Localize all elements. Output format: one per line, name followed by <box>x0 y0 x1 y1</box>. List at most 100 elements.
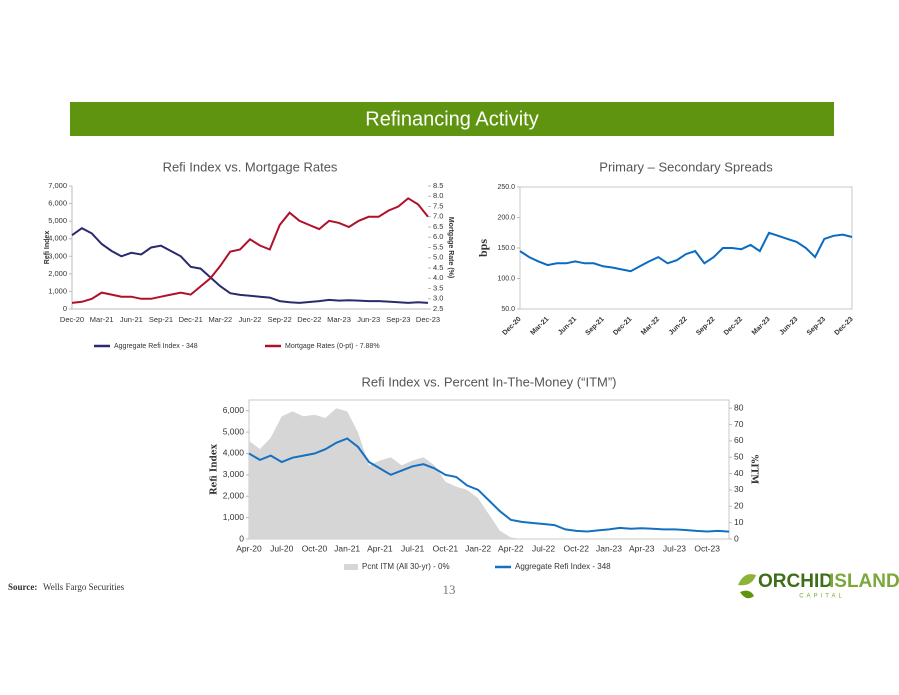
tick-label: 3.5 <box>433 283 443 292</box>
tick-label: 100.0 <box>497 275 515 282</box>
tick-label: 7.5 <box>433 201 443 210</box>
x-tick-label: Mar-21 <box>90 315 114 324</box>
tick-label: 0 <box>734 533 739 543</box>
y-axis-label: Refi Index <box>210 443 220 495</box>
x-tick-label: Dec-22 <box>297 315 321 324</box>
x-tick-label: Mar-23 <box>327 315 351 324</box>
chart-title: Primary – Secondary Spreads <box>599 159 773 174</box>
x-tick-label: Jun-22 <box>668 316 689 337</box>
x-tick-label: Dec-23 <box>416 315 440 324</box>
x-tick-label: Sep-21 <box>149 315 173 324</box>
header-bar <box>70 102 834 136</box>
tick-label: 1,000 <box>48 286 67 295</box>
page-number: 13 <box>443 582 456 597</box>
tick-label: 4.0 <box>433 273 443 282</box>
tick-label: 50.0 <box>501 306 515 313</box>
logo: ORCHID ISLAND CAPITAL <box>738 571 899 600</box>
y2-axis-label: %ITM <box>749 455 759 484</box>
chart-title: Refi Index vs. Percent In-The-Money (“IT… <box>361 374 616 389</box>
logo-text: ORCHID <box>758 571 833 592</box>
tick-label: 6,000 <box>223 405 245 415</box>
line <box>71 197 429 304</box>
logo-text: ISLAND <box>829 571 899 592</box>
x-tick-label: Sep-22 <box>268 315 292 324</box>
x-tick-label: Oct-20 <box>302 543 328 553</box>
tick-label: 6.0 <box>433 232 443 241</box>
tick-label: 150.0 <box>497 245 515 252</box>
legend-label: Pcnt ITM (All 30-yr) - 0% <box>362 562 450 571</box>
x-tick-label: Apr-20 <box>236 543 262 553</box>
legend-label: Mortgage Rates (0-pt) - 7.88% <box>285 343 380 350</box>
x-tick-label: Mar-22 <box>640 316 661 337</box>
x-tick-label: Jun-21 <box>557 316 578 337</box>
x-tick-label: Oct-21 <box>433 543 459 553</box>
x-tick-label: Oct-23 <box>694 543 720 553</box>
x-tick-label: Dec-20 <box>60 315 84 324</box>
chart: Primary – Secondary Spreads 50.0 100.0 150.… <box>476 159 855 337</box>
chart-title: Refi Index vs. Mortgage Rates <box>163 159 338 174</box>
tick-label: 20 <box>734 501 744 511</box>
x-tick-label: Dec-20 <box>502 316 523 337</box>
x-tick-label: Sep-23 <box>806 316 827 337</box>
tick-label: 7.0 <box>433 212 443 221</box>
x-tick-label: Dec-23 <box>834 316 855 337</box>
x-tick-label: Jul-20 <box>270 543 293 553</box>
x-tick-label: Jun-22 <box>239 315 262 324</box>
tick-label: 4,000 <box>48 234 67 243</box>
tick-label: 2,000 <box>48 269 67 278</box>
x-tick-label: Apr-22 <box>498 543 524 553</box>
tick-label: 2,000 <box>223 490 245 500</box>
tick-label: 3.0 <box>433 294 443 303</box>
tick-label: 60 <box>734 435 744 445</box>
logo-leaf <box>740 590 754 599</box>
tick-label: 1,000 <box>223 512 245 522</box>
x-tick-label: Jul-23 <box>663 543 686 553</box>
x-tick-label: Dec-21 <box>179 315 203 324</box>
line <box>248 437 730 533</box>
x-tick-label: Jan-21 <box>334 543 360 553</box>
tick-label: 6,000 <box>48 199 67 208</box>
legend-label: Aggregate Refi Index - 348 <box>114 343 198 350</box>
tick-label: 250.0 <box>497 184 515 191</box>
x-tick-label: Mar-22 <box>208 315 232 324</box>
x-tick-label: Oct-22 <box>564 543 590 553</box>
tick-label: 4.5 <box>433 263 443 272</box>
header-title: Refinancing Activity <box>365 108 538 130</box>
tick-label: 30 <box>734 484 744 494</box>
x-tick-label: Dec-21 <box>612 316 633 337</box>
tick-label: 5.5 <box>433 242 443 251</box>
x-tick-label: Sep-23 <box>386 315 410 324</box>
source-label: Source: <box>8 582 37 592</box>
x-tick-label: Jun-23 <box>357 315 380 324</box>
legend-swatch <box>344 564 358 570</box>
x-tick-label: Mar-23 <box>751 316 772 337</box>
tick-label: 0 <box>63 304 67 313</box>
x-tick-label: Mar-21 <box>529 316 550 337</box>
tick-label: 50 <box>734 451 744 461</box>
logo-subtext: CAPITAL <box>799 594 845 600</box>
tick-label: 7,000 <box>48 181 67 190</box>
x-tick-label: Jul-21 <box>401 543 424 553</box>
tick-label: 40 <box>734 468 744 478</box>
line <box>71 227 429 304</box>
x-tick-label: Apr-23 <box>629 543 655 553</box>
x-tick-label: Jul-22 <box>532 543 555 553</box>
tick-label: 6.5 <box>433 222 443 231</box>
tick-label: 3,000 <box>48 251 67 260</box>
line <box>519 231 853 273</box>
tick-label: 80 <box>734 402 744 412</box>
tick-label: 4,000 <box>223 448 245 458</box>
y2-axis-label: Mortgage Rate (%) <box>447 217 454 278</box>
x-tick-label: Jan-23 <box>596 543 622 553</box>
tick-label: 5,000 <box>223 426 245 436</box>
tick-label: 5.0 <box>433 253 443 262</box>
x-tick-label: Apr-21 <box>367 543 393 553</box>
x-tick-label: Sep-21 <box>585 316 606 337</box>
x-tick-label: Dec-22 <box>723 316 744 337</box>
plot-frame <box>519 186 853 310</box>
source: Wells Fargo Securities <box>43 582 125 592</box>
chart: Refi Index vs. Mortgage Rates 0 1,000 2,000… <box>44 159 454 349</box>
tick-label: 2.5 <box>433 304 443 313</box>
